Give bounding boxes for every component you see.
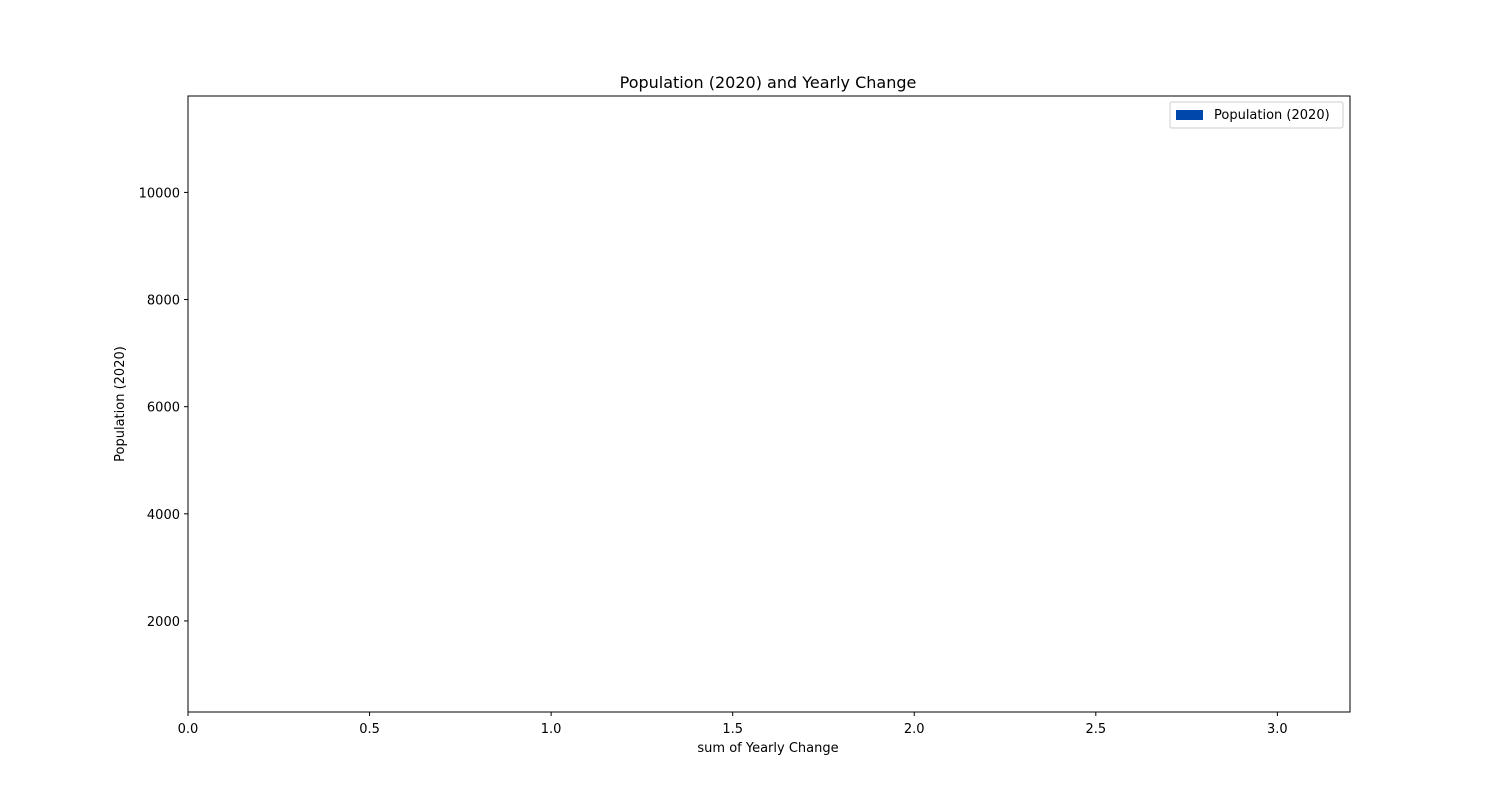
y-tick-label: 4000 bbox=[147, 508, 180, 523]
x-tick-label: 0.0 bbox=[178, 722, 199, 737]
chart-title: Population (2020) and Yearly Change bbox=[620, 73, 917, 92]
x-tick-label: 2.0 bbox=[904, 722, 925, 737]
x-tick-label: 0.5 bbox=[359, 722, 380, 737]
y-tick-label: 6000 bbox=[147, 401, 180, 416]
x-tick-label: 3.0 bbox=[1267, 722, 1288, 737]
x-tick-label: 1.5 bbox=[722, 722, 743, 737]
x-axis-ticks: 0.0 0.5 1.0 1.5 2.0 2.5 3.0 bbox=[178, 712, 1288, 737]
legend-frame bbox=[1169, 101, 1344, 129]
plot-area bbox=[187, 95, 1351, 713]
legend: Population (2020) bbox=[1169, 101, 1344, 129]
y-axis-ticks: 2000 4000 6000 8000 10000 bbox=[139, 186, 188, 630]
y-tick-label: 2000 bbox=[147, 615, 180, 630]
y-tick-label: 8000 bbox=[147, 294, 180, 309]
legend-label: Population (2020) bbox=[1214, 108, 1330, 123]
x-axis-label: sum of Yearly Change bbox=[697, 741, 838, 756]
legend-swatch bbox=[1176, 110, 1203, 120]
x-tick-label: 1.0 bbox=[541, 722, 562, 737]
y-axis-label: Population (2020) bbox=[113, 346, 128, 462]
y-tick-label: 10000 bbox=[139, 186, 180, 201]
x-tick-label: 2.5 bbox=[1085, 722, 1106, 737]
